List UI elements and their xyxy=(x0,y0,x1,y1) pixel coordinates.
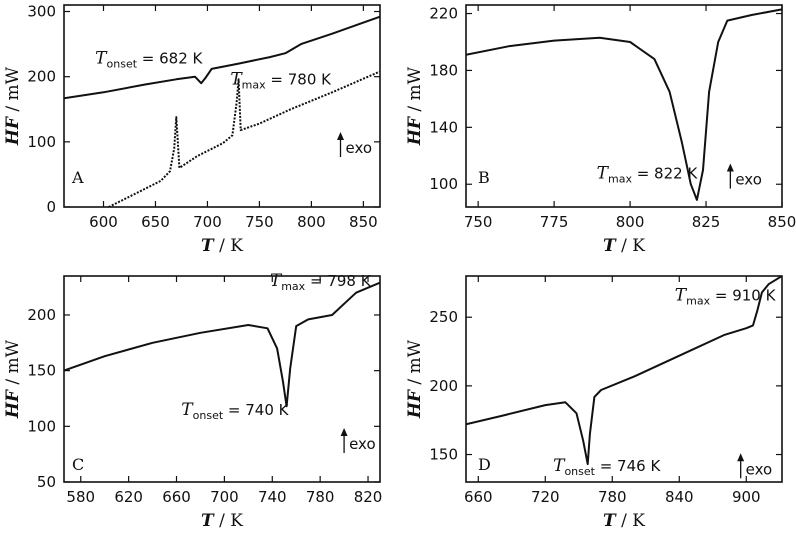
panel-a: 600 650 700 750 800 850 0 100 200 300 T / K HF / mW… xyxy=(3,3,381,256)
x-tick-label: 800 xyxy=(297,213,326,231)
panel-letter: A xyxy=(71,168,84,187)
x-axis-label: T / K xyxy=(201,511,243,531)
panel-c: 580 620 660 700 740 780 820 50 100 150 200 T / K HF … xyxy=(3,271,382,531)
peak-annotation: Tonset = 682 K xyxy=(95,49,203,71)
x-tick-label: 800 xyxy=(616,213,645,231)
y-tick-label: 200 xyxy=(27,306,56,324)
x-tick-label: 825 xyxy=(692,213,721,231)
x-tick-label: 700 xyxy=(193,213,222,231)
x-tick-label: 900 xyxy=(732,488,761,506)
y-axis-label: HF / mW xyxy=(3,66,23,146)
exo-arrow-head xyxy=(726,163,734,172)
y-axis-label: HF / mW xyxy=(3,339,23,419)
y-tick-label: 220 xyxy=(429,5,458,23)
y-tick-label: 100 xyxy=(27,417,56,435)
x-tick-label: 720 xyxy=(531,488,560,506)
x-tick-label: 660 xyxy=(464,488,493,506)
panel-d: 660 720 780 840 900 150 200 250 T / K HF / mW D Tma… xyxy=(405,275,783,531)
panel-letter: D xyxy=(478,455,491,474)
exo-arrow-head xyxy=(337,132,344,141)
x-tick-label: 750 xyxy=(245,213,274,231)
x-tick-label: 820 xyxy=(354,488,383,506)
x-tick-label: 650 xyxy=(141,213,170,231)
y-tick-label: 0 xyxy=(46,198,56,216)
x-tick-label: 775 xyxy=(540,213,569,231)
x-axis-label: T / K xyxy=(201,236,243,256)
peak-annotation: Tmax = 910 K xyxy=(675,286,777,308)
x-axis-label: T / K xyxy=(603,236,645,256)
panel-letter: B xyxy=(478,168,490,187)
exo-label: exo xyxy=(346,139,373,157)
y-tick-label: 300 xyxy=(27,3,56,21)
exo-arrow-head xyxy=(340,428,348,437)
x-tick-label: 580 xyxy=(66,488,95,506)
peak-annotation: Tonset = 746 K xyxy=(553,456,661,478)
x-tick-label: 750 xyxy=(464,213,493,231)
panel-b: 750 775 800 825 850 100 140 180 220 T / K HF / mW B… xyxy=(405,4,796,256)
x-tick-label: 850 xyxy=(349,213,378,231)
plot-frame xyxy=(465,4,783,208)
x-tick-label: 780 xyxy=(598,488,627,506)
y-tick-label: 100 xyxy=(27,133,56,151)
x-tick-label: 780 xyxy=(306,488,335,506)
series-line-1 xyxy=(466,8,782,201)
panel-letter: C xyxy=(72,455,84,474)
exo-label: exo xyxy=(746,460,773,478)
y-tick-label: 200 xyxy=(27,68,56,86)
y-tick-label: 50 xyxy=(37,473,56,491)
series-line-1 xyxy=(466,276,782,466)
exo-label: exo xyxy=(349,435,376,453)
y-tick-label: 200 xyxy=(429,377,458,395)
exo-arrow-head xyxy=(737,453,745,462)
x-tick-label: 620 xyxy=(114,488,143,506)
series-line-2 xyxy=(108,70,380,207)
peak-annotation: Tmax = 780 K xyxy=(230,69,332,91)
x-tick-label: 700 xyxy=(210,488,239,506)
plot-frame xyxy=(465,275,783,483)
exo-label: exo xyxy=(735,171,762,189)
series-line-1 xyxy=(64,281,380,408)
x-axis-label: T / K xyxy=(603,511,645,531)
x-tick-label: 600 xyxy=(89,213,118,231)
y-tick-label: 100 xyxy=(429,175,458,193)
x-tick-label: 840 xyxy=(665,488,694,506)
y-tick-label: 140 xyxy=(429,118,458,136)
peak-annotation: Tmax = 798 K xyxy=(270,271,372,293)
x-tick-label: 660 xyxy=(162,488,191,506)
peak-annotation: Tonset = 740 K xyxy=(181,400,289,422)
y-tick-label: 150 xyxy=(27,362,56,380)
series-line-1 xyxy=(64,15,380,100)
peak-annotation: Tmax = 822 K xyxy=(597,164,699,186)
plot-frame xyxy=(63,275,381,483)
y-axis-label: HF / mW xyxy=(405,339,425,419)
plot-frame xyxy=(63,4,381,208)
y-tick-label: 250 xyxy=(429,308,458,326)
y-tick-label: 150 xyxy=(429,446,458,464)
x-tick-label: 850 xyxy=(768,213,796,231)
x-tick-label: 740 xyxy=(258,488,287,506)
y-axis-label: HF / mW xyxy=(405,66,425,146)
y-tick-label: 180 xyxy=(429,61,458,79)
